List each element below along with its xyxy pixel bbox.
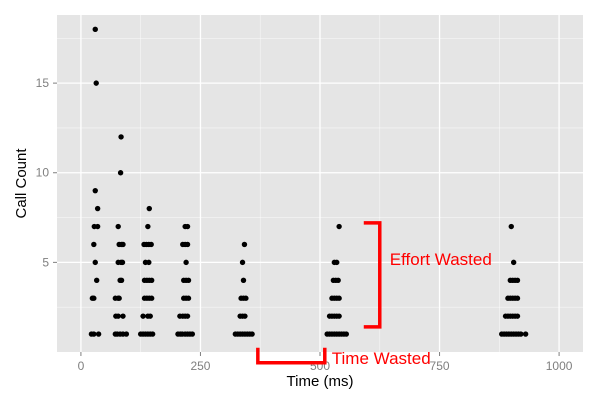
data-point bbox=[94, 223, 101, 230]
time-wasted-bracket bbox=[256, 347, 327, 365]
data-point bbox=[343, 331, 349, 337]
data-point bbox=[149, 331, 156, 337]
data-point bbox=[118, 134, 124, 140]
data-point bbox=[119, 259, 126, 266]
data-point bbox=[335, 277, 341, 283]
data-point bbox=[115, 313, 121, 319]
data-point bbox=[249, 331, 255, 337]
data-point bbox=[120, 241, 126, 248]
data-point bbox=[243, 295, 249, 301]
data-point bbox=[116, 295, 122, 301]
data-point bbox=[189, 331, 196, 337]
data-point bbox=[510, 259, 517, 266]
data-point bbox=[92, 259, 98, 266]
data-point bbox=[93, 277, 100, 283]
data-point bbox=[336, 313, 342, 319]
y-tick-label: 5 bbox=[42, 255, 49, 269]
data-point bbox=[120, 313, 126, 319]
x-tick-label: 1000 bbox=[546, 359, 573, 373]
data-point bbox=[148, 241, 154, 248]
y-axis-title: Call Count bbox=[13, 148, 30, 219]
data-point bbox=[117, 277, 123, 283]
time-wasted-label: Time Wasted bbox=[332, 349, 431, 368]
data-point bbox=[146, 205, 152, 212]
effort-wasted-label: Effort Wasted bbox=[390, 250, 492, 269]
data-point bbox=[242, 313, 248, 319]
data-point bbox=[185, 295, 192, 301]
data-point bbox=[514, 313, 521, 319]
data-point bbox=[91, 295, 97, 301]
data-point bbox=[184, 223, 191, 230]
data-point bbox=[117, 170, 124, 176]
x-tick-label: 750 bbox=[430, 359, 450, 373]
data-point bbox=[92, 187, 98, 194]
data-point bbox=[239, 259, 246, 266]
data-point bbox=[148, 277, 155, 283]
data-point bbox=[148, 295, 155, 301]
data-point bbox=[147, 313, 153, 319]
data-point bbox=[92, 26, 98, 33]
data-point bbox=[95, 331, 102, 337]
data-points bbox=[88, 26, 529, 337]
data-point bbox=[93, 80, 99, 86]
data-point bbox=[184, 313, 191, 319]
data-point bbox=[146, 259, 152, 266]
y-axis-ticks: 5 10 15 bbox=[36, 76, 57, 269]
data-point bbox=[334, 259, 340, 266]
data-point bbox=[241, 241, 248, 248]
annotations: Effort Wasted Time Wasted bbox=[256, 221, 492, 368]
data-point bbox=[183, 259, 189, 266]
x-axis-title: Time (ms) bbox=[287, 373, 354, 390]
data-point bbox=[336, 223, 342, 230]
data-point bbox=[123, 331, 130, 337]
data-point bbox=[94, 205, 101, 212]
data-point bbox=[91, 331, 97, 337]
data-point bbox=[518, 331, 524, 337]
data-point bbox=[140, 313, 146, 319]
data-point bbox=[91, 241, 97, 248]
y-tick-label: 10 bbox=[36, 166, 50, 180]
data-point bbox=[240, 277, 247, 283]
effort-wasted-bracket bbox=[363, 221, 382, 329]
data-point bbox=[514, 295, 521, 301]
data-point bbox=[508, 223, 514, 230]
data-point bbox=[514, 277, 521, 283]
x-tick-label: 0 bbox=[78, 359, 85, 373]
data-point bbox=[115, 223, 121, 230]
data-point bbox=[522, 331, 529, 337]
y-tick-label: 15 bbox=[36, 76, 50, 90]
data-point bbox=[185, 277, 192, 283]
data-point bbox=[336, 295, 342, 301]
data-point bbox=[184, 241, 191, 248]
x-tick-label: 250 bbox=[190, 359, 210, 373]
data-point bbox=[145, 223, 151, 230]
